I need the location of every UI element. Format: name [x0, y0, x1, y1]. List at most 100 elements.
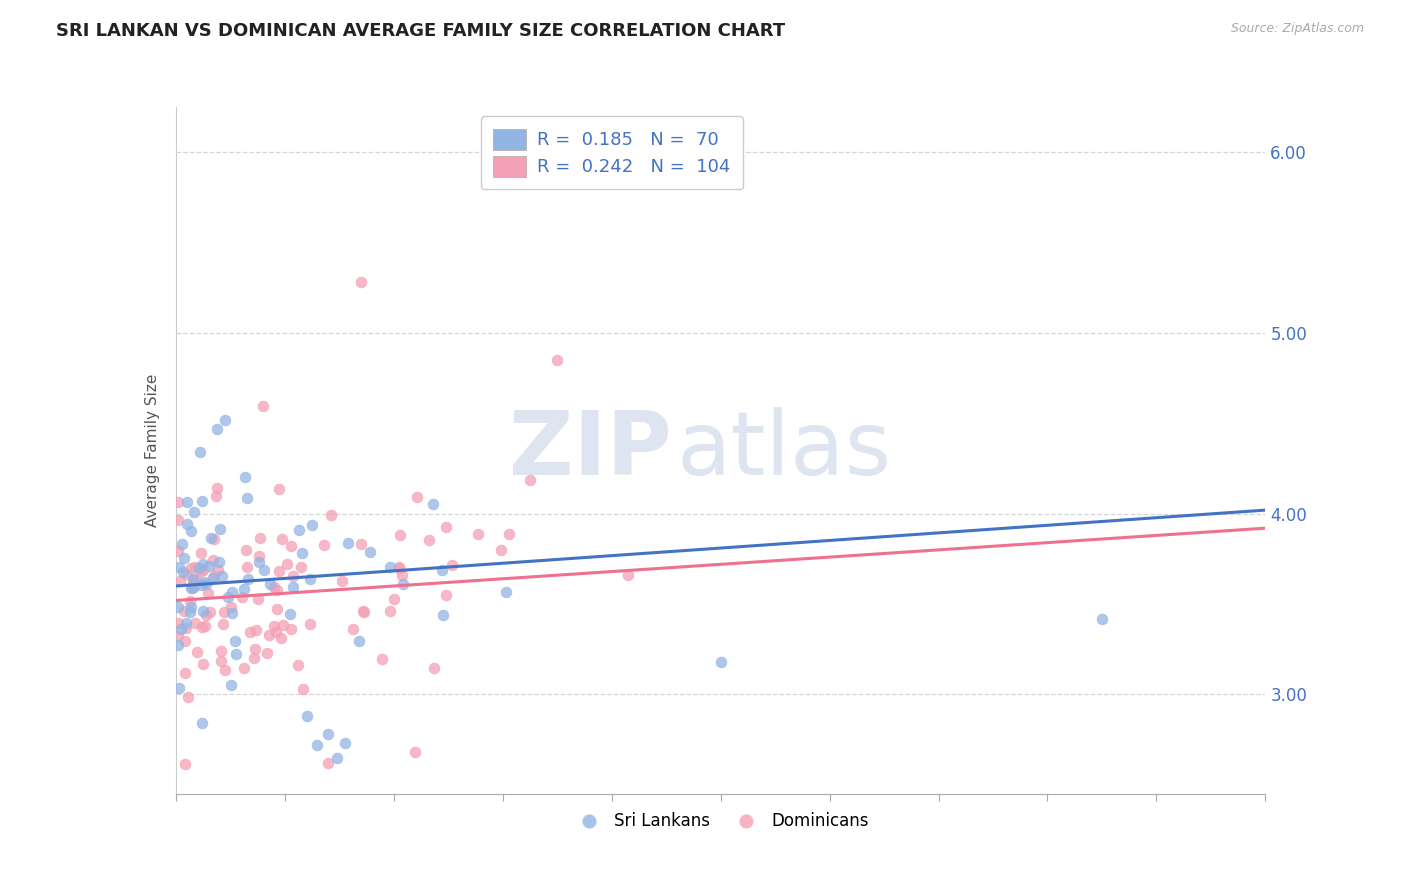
Point: [350, 276, 373, 290]
Point: [169, 560, 191, 574]
Point: [198, 559, 221, 574]
Point: [217, 590, 239, 604]
Point: [174, 567, 197, 582]
Point: [167, 615, 190, 630]
Point: [180, 582, 202, 596]
Point: [200, 531, 222, 545]
Point: [263, 618, 285, 632]
Point: [197, 585, 219, 599]
Point: [388, 561, 411, 575]
Point: [391, 567, 413, 582]
Point: [350, 537, 373, 551]
Point: [214, 664, 236, 678]
Point: [267, 564, 290, 578]
Point: [271, 617, 294, 632]
Point: [193, 657, 215, 672]
Point: [233, 661, 256, 675]
Point: [174, 615, 197, 630]
Point: [174, 634, 197, 648]
Point: [245, 642, 267, 657]
Point: [174, 665, 197, 680]
Point: [233, 470, 256, 484]
Point: [422, 497, 444, 511]
Point: [318, 756, 340, 771]
Point: [259, 628, 281, 642]
Point: [495, 585, 517, 599]
Point: [176, 690, 198, 704]
Point: [299, 572, 322, 586]
Point: [176, 494, 198, 508]
Point: [326, 750, 349, 764]
Point: [307, 738, 329, 752]
Point: [278, 607, 301, 622]
Point: [353, 606, 375, 620]
Point: [193, 604, 215, 618]
Point: [252, 399, 274, 413]
Point: [180, 561, 202, 575]
Point: [219, 599, 242, 614]
Point: [169, 681, 191, 696]
Point: [281, 580, 304, 594]
Point: [170, 622, 193, 636]
Point: [617, 567, 640, 582]
Point: [198, 605, 221, 619]
Point: [406, 490, 429, 504]
Point: [194, 607, 217, 622]
Point: [225, 647, 247, 661]
Point: [301, 518, 323, 533]
Point: [167, 543, 190, 558]
Point: [280, 539, 302, 553]
Point: [236, 491, 259, 506]
Point: [183, 580, 205, 594]
Point: [280, 623, 302, 637]
Point: [235, 543, 257, 558]
Point: [436, 588, 458, 602]
Point: [519, 473, 541, 487]
Point: [180, 524, 202, 538]
Point: [174, 757, 197, 772]
Point: [167, 629, 190, 643]
Point: [266, 582, 288, 597]
Point: [194, 619, 217, 633]
Point: [190, 545, 212, 559]
Point: [347, 633, 370, 648]
Point: [432, 608, 454, 623]
Point: [188, 445, 211, 459]
Point: [191, 715, 214, 730]
Point: [208, 522, 231, 536]
Point: [205, 489, 228, 503]
Point: [388, 559, 411, 574]
Point: [190, 564, 212, 578]
Point: [193, 575, 215, 590]
Y-axis label: Average Family Size: Average Family Size: [145, 374, 160, 527]
Point: [498, 526, 520, 541]
Point: [183, 559, 205, 574]
Point: [276, 557, 298, 571]
Text: ZIP: ZIP: [509, 407, 672, 494]
Point: [173, 604, 195, 618]
Point: [319, 508, 342, 523]
Point: [212, 617, 235, 632]
Point: [207, 563, 229, 577]
Point: [352, 604, 374, 618]
Point: [181, 577, 204, 591]
Point: [378, 604, 401, 618]
Point: [1091, 611, 1114, 625]
Point: [208, 555, 231, 569]
Point: [336, 535, 359, 549]
Point: [221, 607, 243, 621]
Point: [187, 560, 209, 574]
Point: [167, 494, 190, 508]
Point: [291, 545, 314, 559]
Point: [467, 527, 489, 541]
Point: [342, 623, 364, 637]
Point: [359, 545, 381, 559]
Point: [191, 494, 214, 508]
Point: [194, 577, 217, 591]
Point: [269, 482, 291, 496]
Point: [181, 572, 204, 586]
Point: [170, 536, 193, 550]
Point: [290, 560, 312, 574]
Point: [179, 593, 201, 607]
Point: [221, 584, 243, 599]
